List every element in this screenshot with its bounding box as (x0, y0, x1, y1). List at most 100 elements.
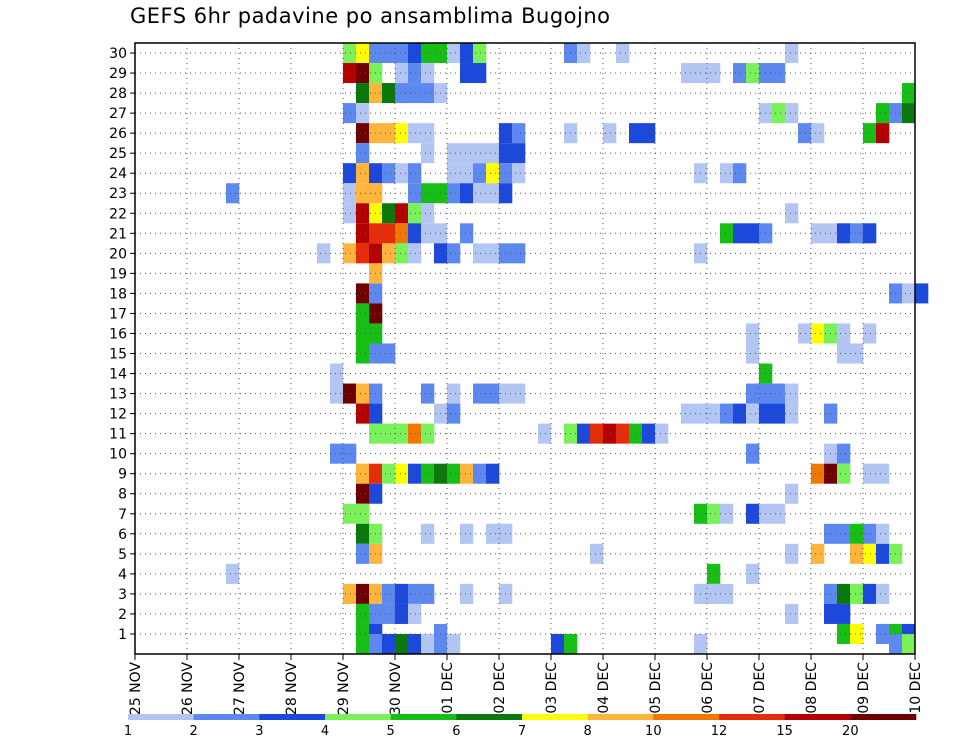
heatmap-cell (811, 543, 825, 564)
heatmap-cell (876, 103, 890, 124)
heatmap-cell (343, 383, 357, 404)
heatmap-cell (395, 243, 409, 264)
heatmap-cell (798, 123, 812, 144)
heatmap-cell (681, 63, 695, 84)
heatmap-cell (460, 163, 474, 184)
heatmap-cell (226, 563, 240, 584)
heatmap-cell (863, 223, 877, 244)
heatmap-cell (603, 423, 617, 444)
heatmap-cell (356, 383, 370, 404)
heatmap-cell (577, 43, 591, 64)
heatmap-cell (447, 143, 461, 164)
heatmap-cell (707, 63, 721, 84)
heatmap-cell (746, 323, 760, 344)
x-tick-label: 01 DEC (440, 662, 456, 714)
colorbar-label: 5 (387, 724, 395, 739)
y-tick-label: 27 (109, 106, 127, 122)
heatmap-cell (330, 383, 344, 404)
colorbar-label: 20 (842, 724, 859, 739)
heatmap-cell (421, 203, 435, 224)
heatmap-cell (590, 543, 604, 564)
heatmap-cell (785, 603, 799, 624)
y-tick-label: 4 (118, 567, 127, 583)
heatmap-cell (785, 203, 799, 224)
x-tick-label: 25 NOV (128, 662, 144, 716)
heatmap-cell (642, 423, 656, 444)
heatmap-cell (356, 343, 370, 364)
heatmap-cell (408, 163, 422, 184)
y-tick-label: 1 (118, 627, 127, 643)
heatmap-cell (421, 83, 435, 104)
heatmap-cell (551, 633, 565, 654)
x-tick-label: 06 DEC (700, 662, 716, 714)
y-tick-label: 13 (109, 387, 127, 403)
heatmap-cell (798, 323, 812, 344)
heatmap-cell (785, 483, 799, 504)
heatmap-cell (343, 103, 357, 124)
heatmap-cell (707, 583, 721, 604)
heatmap-cell (746, 503, 760, 524)
y-tick-label: 19 (109, 266, 127, 282)
heatmap-cell (226, 183, 240, 204)
heatmap-cell (421, 123, 435, 144)
heatmap-cell (486, 523, 500, 544)
heatmap-cell (733, 223, 747, 244)
heatmap-cell (512, 243, 526, 264)
heatmap-cell (382, 123, 396, 144)
x-tick-label: 07 DEC (752, 662, 768, 714)
heatmap-cell (837, 603, 851, 624)
heatmap-cell (772, 403, 786, 424)
colorbar-segment (193, 714, 260, 720)
x-tick-label: 05 DEC (648, 662, 664, 714)
colorbar-segment (522, 714, 588, 720)
heatmap-cell (863, 543, 877, 564)
heatmap-cell (707, 403, 721, 424)
heatmap-cell (356, 123, 370, 144)
heatmap-cell (395, 583, 409, 604)
heatmap-cell (395, 423, 409, 444)
heatmap-cell (408, 43, 422, 64)
y-tick-label: 29 (109, 66, 127, 82)
y-tick-label: 28 (109, 86, 127, 102)
heatmap-cell (902, 283, 916, 304)
heatmap-cell (356, 483, 370, 504)
colorbar-label: 2 (190, 724, 198, 739)
plot-frame (134, 42, 916, 655)
heatmap-cell (473, 143, 487, 164)
heatmap-cell (395, 83, 409, 104)
heatmap-cell (356, 43, 370, 64)
colorbar-segment (128, 714, 194, 720)
y-tick-label: 22 (109, 206, 127, 222)
heatmap-cell (395, 63, 409, 84)
heatmap-cell (863, 323, 877, 344)
heatmap-cell (408, 223, 422, 244)
heatmap-cell (356, 323, 370, 344)
heatmap-cell (382, 83, 396, 104)
colorbar-label: 12 (711, 724, 728, 739)
heatmap-cell (473, 383, 487, 404)
heatmap-cell (863, 123, 877, 144)
heatmap-cell (382, 463, 396, 484)
heatmap-cell (837, 323, 851, 344)
heatmap-cell (356, 83, 370, 104)
heatmap-cell (408, 583, 422, 604)
heatmap-cell (512, 143, 526, 164)
heatmap-cell (356, 603, 370, 624)
heatmap-cell (395, 123, 409, 144)
y-tick-label: 8 (118, 487, 127, 503)
heatmap-cell (421, 523, 435, 544)
heatmap-cell (694, 633, 708, 654)
heatmap-cell (850, 523, 864, 544)
heatmap-cell (408, 63, 422, 84)
heatmap-cell (746, 63, 760, 84)
y-tick-label: 20 (109, 246, 127, 262)
heatmap-cell (772, 503, 786, 524)
heatmap-cell (421, 583, 435, 604)
heatmap-cell (356, 203, 370, 224)
heatmap-cell (408, 123, 422, 144)
heatmap-cell (460, 43, 474, 64)
heatmap-cell (902, 633, 916, 654)
heatmap-cell (512, 163, 526, 184)
x-tick-label: 03 DEC (544, 662, 560, 714)
heatmap-cell (811, 223, 825, 244)
